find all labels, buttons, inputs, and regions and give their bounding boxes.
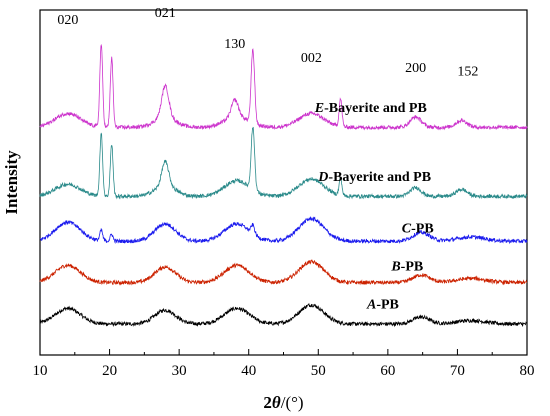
- peak-label-152: 152: [457, 65, 478, 80]
- series-line-b: [39, 259, 528, 286]
- series-line-c: [39, 216, 528, 245]
- peak-label-002: 002: [301, 51, 322, 66]
- x-tick-label: 30: [172, 363, 187, 379]
- series-label-letter: D: [317, 170, 328, 185]
- y-axis-title: Intensity: [2, 150, 21, 215]
- x-tick-label: 20: [102, 363, 117, 379]
- x-tick-label: 10: [33, 363, 48, 379]
- series-label-text: -PB: [401, 259, 424, 274]
- x-axis-ticks: 10 20 30 40 50 60 70 80: [33, 349, 535, 379]
- series-label-letter: A: [366, 297, 376, 312]
- series-line-e: [39, 43, 528, 131]
- series-label-text: -Bayerite and PB: [328, 170, 431, 185]
- x-axis-title: 2θ/(°): [263, 393, 303, 412]
- peak-annotations: 020 021 130 002 200 152: [57, 6, 478, 80]
- x-axis-title-suffix: /(°): [281, 393, 304, 412]
- peak-label-130: 130: [224, 37, 245, 52]
- x-axis-title-prefix: 2: [263, 393, 272, 412]
- series-labels: A-PBB-PBC-PBD-Bayerite and PBE-Bayerite …: [314, 101, 434, 313]
- x-tick-label: 80: [520, 363, 535, 379]
- series-group: [39, 43, 528, 328]
- x-tick-label: 50: [311, 363, 326, 379]
- series-label-b: B-PB: [390, 259, 423, 274]
- peak-label-021: 021: [155, 6, 176, 21]
- series-label-letter: E: [314, 101, 324, 116]
- series-label-text: -PB: [376, 297, 399, 312]
- peak-label-020: 020: [57, 13, 78, 28]
- series-line-a: [39, 302, 527, 328]
- series-line-d: [39, 126, 528, 200]
- series-label-c: C-PB: [402, 222, 434, 237]
- series-label-e: E-Bayerite and PB: [314, 101, 427, 116]
- series-label-d: D-Bayerite and PB: [317, 170, 431, 185]
- plot-frame: [39, 9, 528, 356]
- x-axis-title-theta: θ: [272, 393, 281, 412]
- series-label-letter: B: [390, 259, 400, 274]
- series-label-text: -PB: [411, 222, 434, 237]
- peak-label-200: 200: [405, 61, 426, 76]
- x-tick-label: 40: [241, 363, 256, 379]
- x-tick-label: 70: [450, 363, 465, 379]
- series-label-a: A-PB: [366, 297, 399, 312]
- series-label-letter: C: [402, 222, 412, 237]
- x-tick-label: 60: [380, 363, 395, 379]
- series-label-text: -Bayerite and PB: [324, 101, 427, 116]
